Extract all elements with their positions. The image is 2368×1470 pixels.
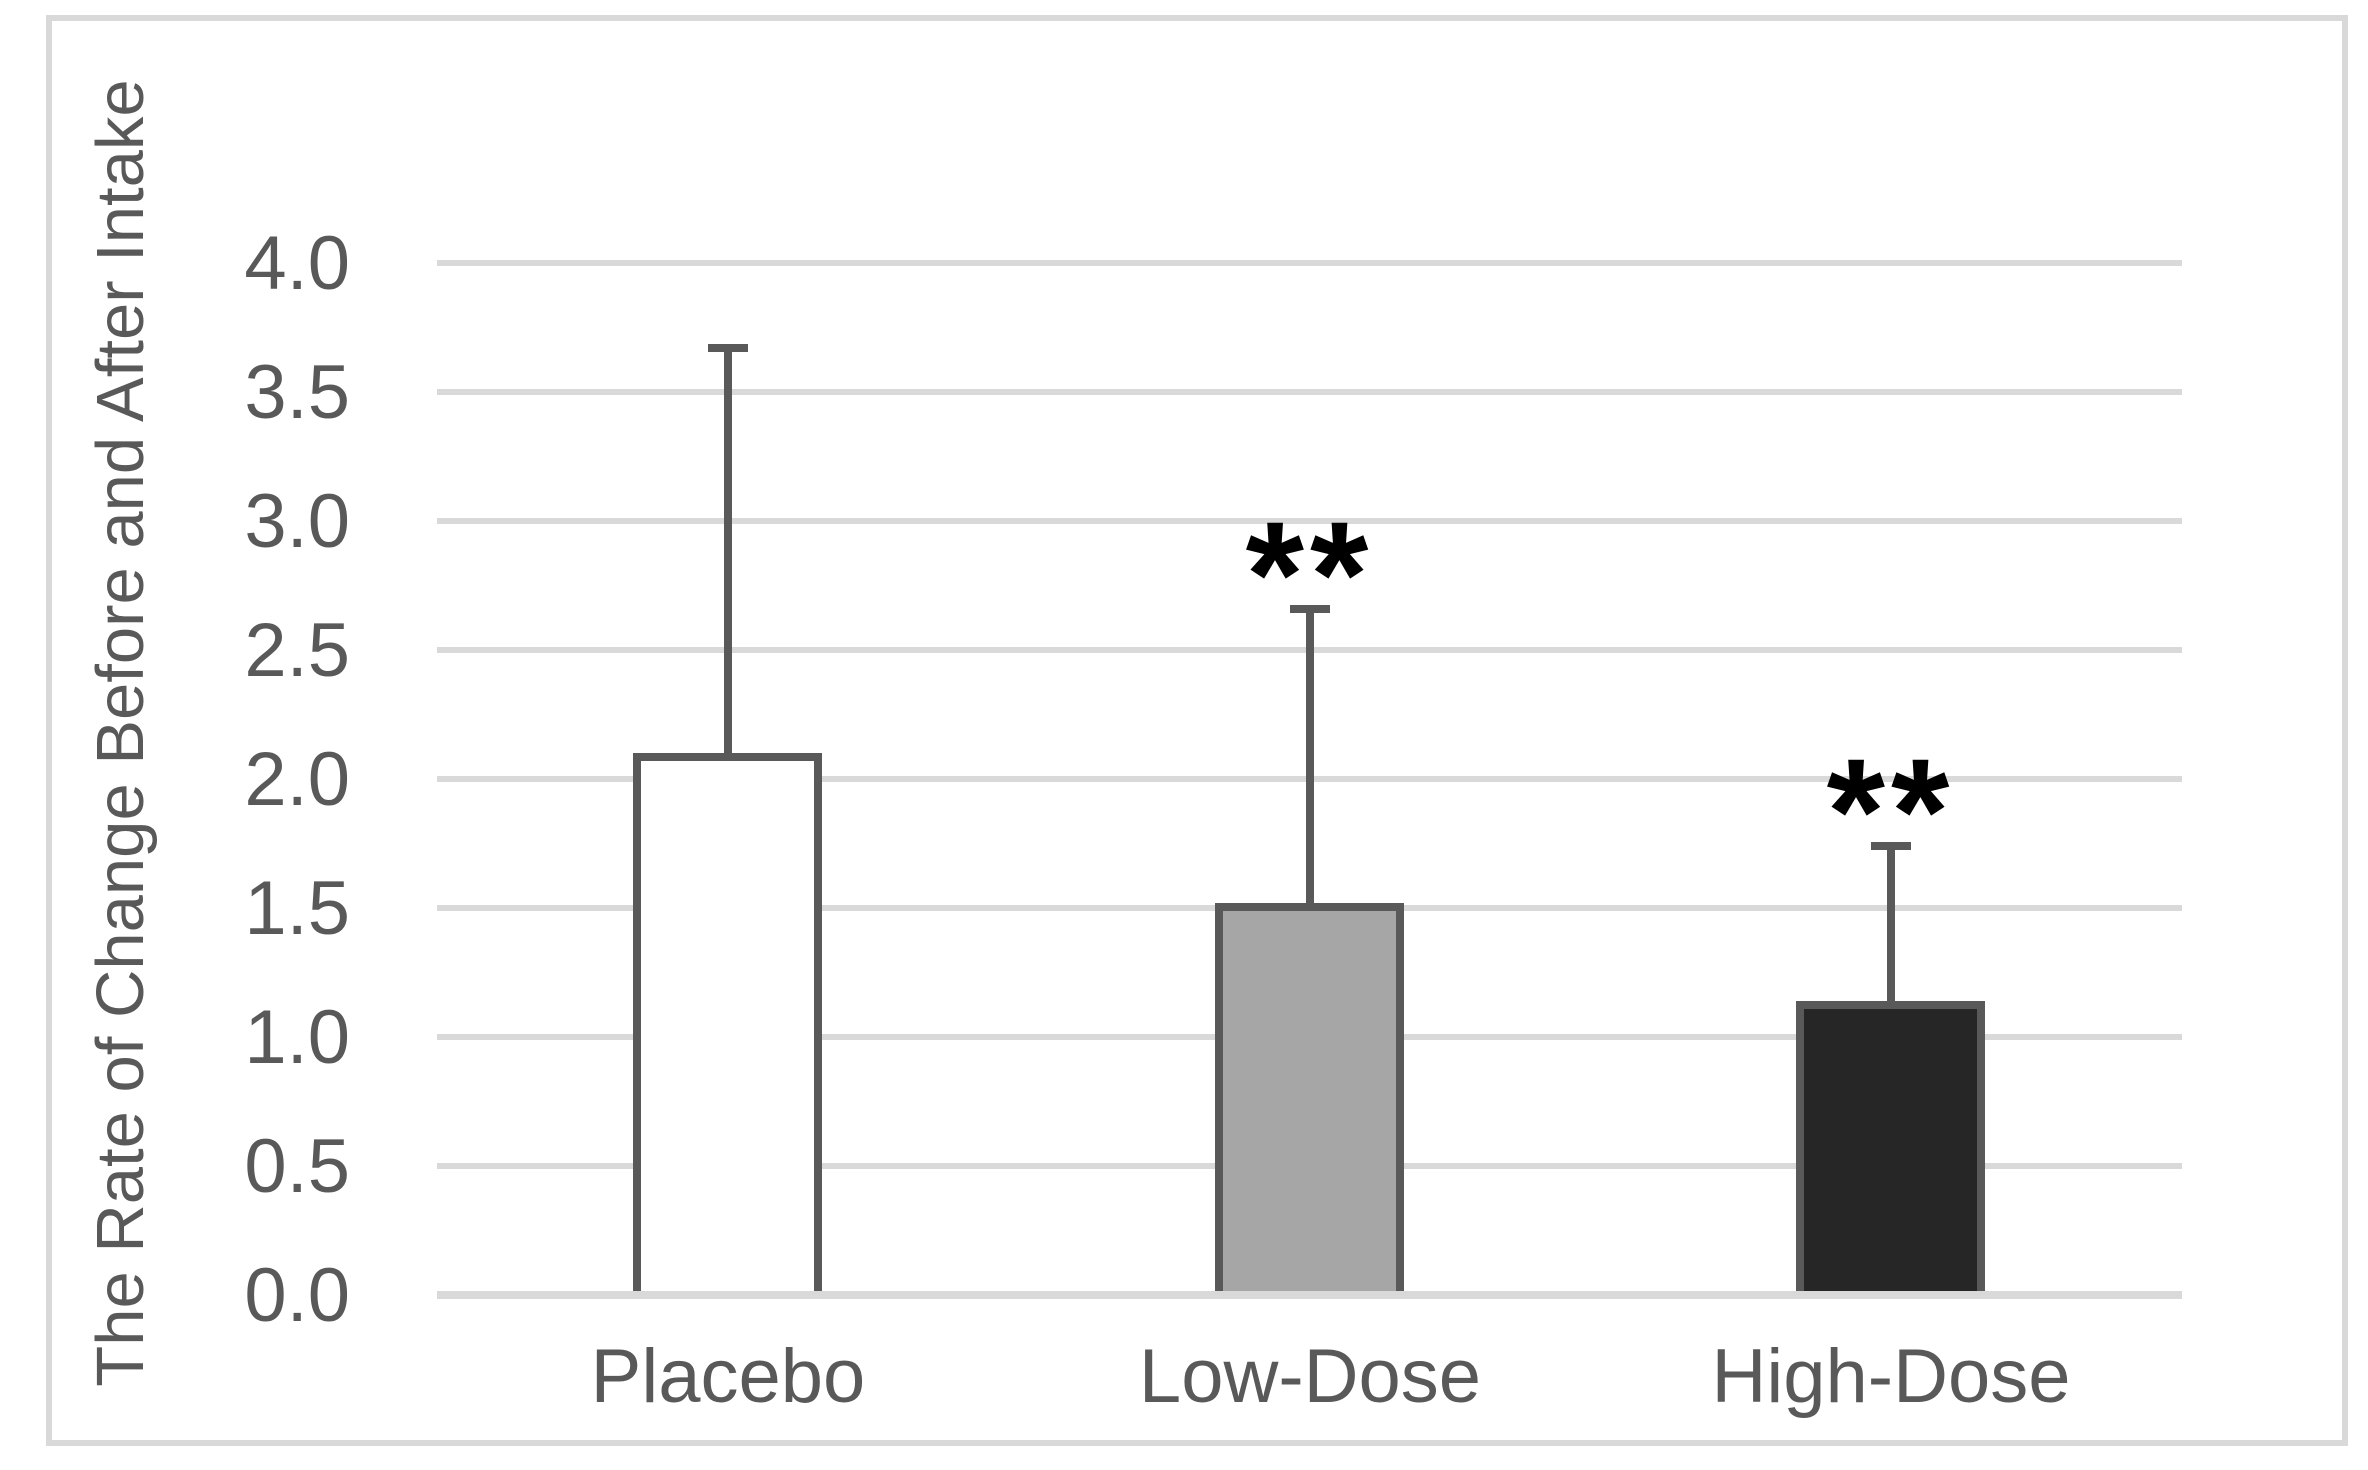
- y-tick-label-2.5: 2.5: [244, 608, 350, 693]
- error-bar-cap-low-dose: [1290, 605, 1330, 613]
- y-tick-label-1.5: 1.5: [244, 866, 350, 951]
- error-bar-cap-placebo: [708, 344, 748, 352]
- y-tick-label-3.0: 3.0: [244, 479, 350, 564]
- gridline-3.0: [437, 518, 2182, 524]
- x-axis-line: [437, 1291, 2182, 1299]
- y-axis-title: The Rate of Change Before and After Inta…: [83, 79, 158, 1387]
- bar-low-dose: [1215, 903, 1404, 1291]
- x-category-label-placebo: Placebo: [590, 1334, 866, 1419]
- y-tick-label-0.0: 0.0: [244, 1253, 350, 1338]
- significance-marker-low-dose: **: [1245, 490, 1375, 658]
- gridline-4.0: [437, 260, 2182, 266]
- gridline-3.5: [437, 389, 2182, 395]
- y-tick-label-0.5: 0.5: [244, 1124, 350, 1209]
- bar-high-dose: [1796, 1001, 1985, 1291]
- y-tick-label-4.0: 4.0: [244, 221, 350, 306]
- x-category-label-low-dose: Low-Dose: [1138, 1334, 1482, 1419]
- y-tick-label-2.0: 2.0: [244, 737, 350, 822]
- error-bar-stem-high-dose: [1887, 846, 1895, 1005]
- y-tick-label-1.0: 1.0: [244, 995, 350, 1080]
- chart-outer-border: [46, 15, 2348, 1446]
- error-bar-stem-low-dose: [1306, 609, 1314, 907]
- error-bar-stem-placebo: [724, 348, 732, 757]
- y-tick-label-3.5: 3.5: [244, 350, 350, 435]
- bar-placebo: [633, 753, 822, 1291]
- error-bar-cap-high-dose: [1871, 842, 1911, 850]
- significance-marker-high-dose: **: [1826, 727, 1956, 895]
- x-category-label-high-dose: High-Dose: [1711, 1334, 2071, 1419]
